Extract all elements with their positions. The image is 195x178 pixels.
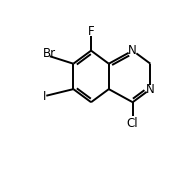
Text: Br: Br: [43, 47, 56, 60]
Text: F: F: [88, 25, 94, 38]
Text: I: I: [43, 90, 46, 103]
Text: Cl: Cl: [127, 117, 138, 130]
Text: N: N: [146, 83, 155, 96]
Text: N: N: [128, 44, 137, 57]
